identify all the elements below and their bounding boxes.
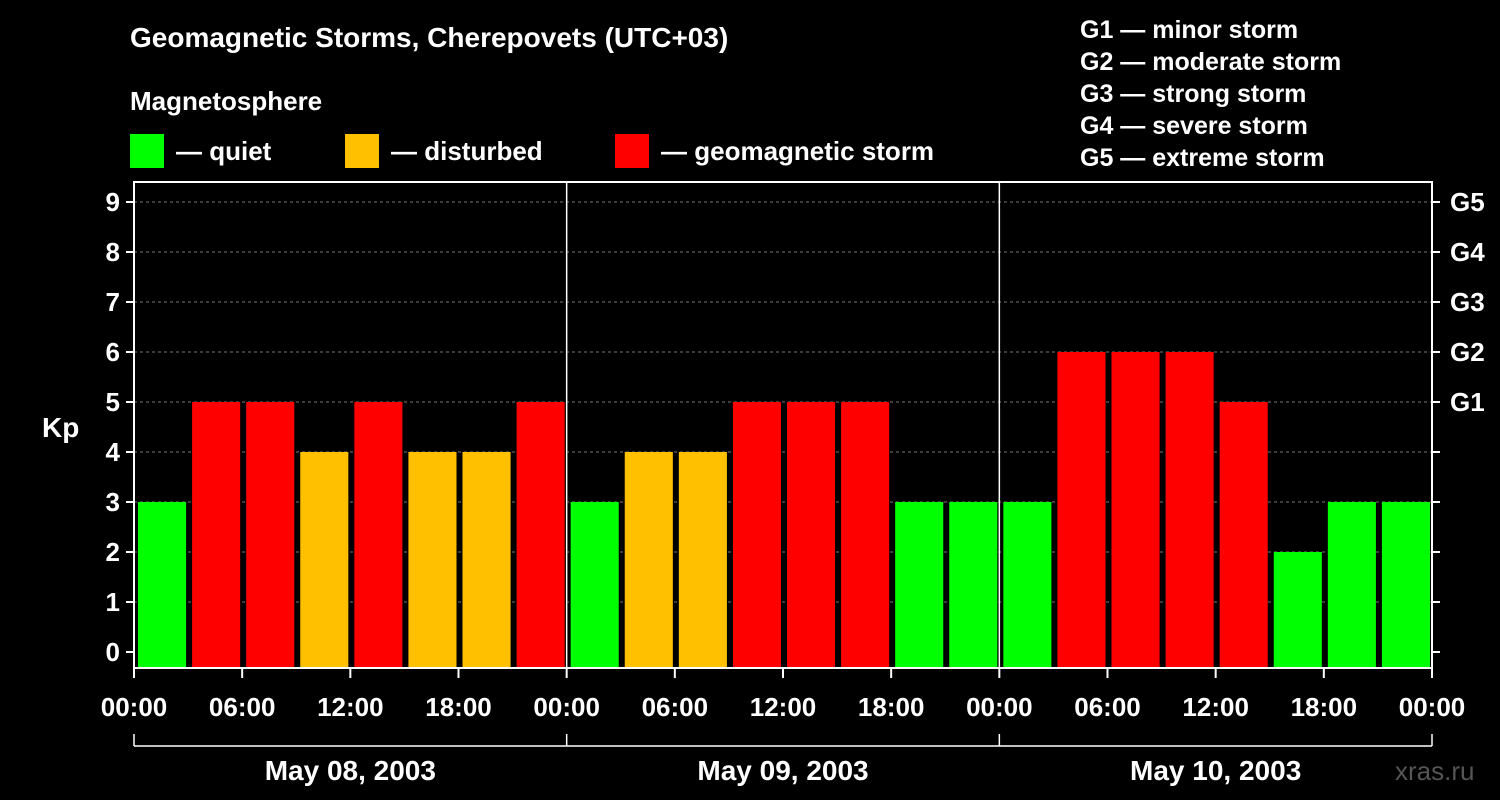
day-label: May 10, 2003 xyxy=(1130,755,1301,786)
kp-bar xyxy=(300,452,349,668)
y-tick-label: 2 xyxy=(106,537,120,567)
y-tick-label: 4 xyxy=(106,437,121,467)
storm-level-tick-label: G5 xyxy=(1450,187,1485,217)
storm-level-g3: G3 — strong storm xyxy=(1080,80,1307,108)
storm-level-g2: G2 — moderate storm xyxy=(1080,48,1342,76)
legend-disturbed: — disturbed xyxy=(345,134,543,168)
kp-bar xyxy=(787,402,836,668)
storm-level-tick-label: G2 xyxy=(1450,337,1485,367)
storm-level-tick-label: G3 xyxy=(1450,287,1485,317)
kp-bar xyxy=(246,402,295,668)
y-tick-label: 9 xyxy=(106,187,120,217)
legend-disturbed-label: — disturbed xyxy=(391,135,543,166)
y-axis-label: Kp xyxy=(42,412,79,443)
y-tick-label: 0 xyxy=(106,637,120,667)
kp-bar xyxy=(732,402,781,668)
kp-bar xyxy=(1273,552,1322,668)
legend-storm-label: — geomagnetic storm xyxy=(661,135,935,166)
x-tick-label: 18:00 xyxy=(1291,692,1358,722)
x-tick-label: 18:00 xyxy=(858,692,925,722)
kp-bar xyxy=(1381,502,1430,668)
kp-bar xyxy=(841,402,890,668)
x-tick-label: 12:00 xyxy=(317,692,384,722)
legend-storm-swatch xyxy=(615,134,649,168)
kp-bar xyxy=(1111,352,1160,668)
kp-bar xyxy=(624,452,673,668)
storm-level-g4: G4 — severe storm xyxy=(1080,112,1308,140)
y-tick-label: 8 xyxy=(106,237,120,267)
x-tick-label: 00:00 xyxy=(966,692,1033,722)
kp-bar xyxy=(462,452,511,668)
y-tick-label: 7 xyxy=(106,287,120,317)
kp-bar xyxy=(192,402,241,668)
kp-bar xyxy=(354,402,403,668)
storm-level-legend: G1 — minor storm G2 — moderate storm G3 … xyxy=(1080,14,1341,174)
kp-bar xyxy=(570,502,619,668)
x-tick-label: 18:00 xyxy=(425,692,492,722)
y-tick-label: 3 xyxy=(106,487,120,517)
kp-bar xyxy=(516,402,565,668)
kp-bar xyxy=(678,452,727,668)
storm-level-g5: G5 — extreme storm xyxy=(1080,144,1325,172)
legend-quiet-swatch xyxy=(130,134,164,168)
chart-title: Geomagnetic Storms, Cherepovets (UTC+03) xyxy=(130,22,729,53)
kp-bar xyxy=(1327,502,1376,668)
kp-bar xyxy=(1003,502,1052,668)
legend-quiet: — quiet xyxy=(130,134,271,168)
kp-bar xyxy=(1057,352,1106,668)
x-tick-label: 12:00 xyxy=(750,692,817,722)
kp-bar xyxy=(138,502,187,668)
x-tick-label: 00:00 xyxy=(101,692,168,722)
day-label: May 09, 2003 xyxy=(697,755,868,786)
storm-level-tick-label: G4 xyxy=(1450,237,1485,267)
kp-bar xyxy=(1165,352,1214,668)
legend-disturbed-swatch xyxy=(345,134,379,168)
kp-bar xyxy=(408,452,457,668)
kp-bar xyxy=(1219,402,1268,668)
x-tick-label: 06:00 xyxy=(209,692,276,722)
legend-storm: — geomagnetic storm xyxy=(615,134,934,168)
magnetosphere-heading: Magnetosphere xyxy=(130,86,323,116)
x-tick-label: 00:00 xyxy=(533,692,600,722)
storm-level-g1: G1 — minor storm xyxy=(1080,16,1299,44)
x-tick-label: 12:00 xyxy=(1182,692,1249,722)
kp-bar xyxy=(895,502,944,668)
x-tick-label: 06:00 xyxy=(642,692,709,722)
x-tick-label: 06:00 xyxy=(1074,692,1141,722)
day-label: May 08, 2003 xyxy=(265,755,436,786)
storm-level-tick-label: G1 xyxy=(1450,387,1485,417)
legend-quiet-label: — quiet xyxy=(176,135,272,166)
watermark: xras.ru xyxy=(1395,756,1475,786)
y-tick-label: 5 xyxy=(106,387,120,417)
y-tick-label: 1 xyxy=(106,587,120,617)
x-tick-label: 00:00 xyxy=(1399,692,1466,722)
y-tick-label: 6 xyxy=(106,337,120,367)
kp-bar xyxy=(949,502,998,668)
